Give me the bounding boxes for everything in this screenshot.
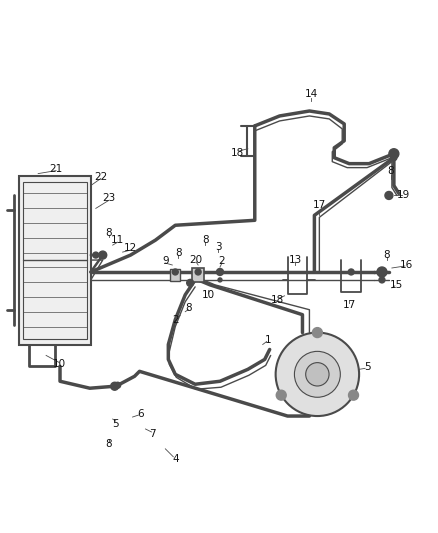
Text: 9: 9: [162, 256, 169, 266]
Text: 18: 18: [271, 295, 284, 305]
Text: 13: 13: [289, 255, 302, 265]
Text: 1: 1: [265, 335, 271, 344]
Bar: [23, 182, 87, 338]
Circle shape: [391, 155, 397, 160]
Text: 8: 8: [384, 250, 390, 260]
Circle shape: [306, 362, 329, 386]
Circle shape: [385, 191, 393, 199]
Text: 5: 5: [364, 362, 371, 373]
Text: 3: 3: [215, 242, 221, 252]
Circle shape: [218, 278, 222, 282]
Circle shape: [389, 149, 399, 159]
Circle shape: [377, 267, 387, 277]
Text: 19: 19: [397, 190, 410, 200]
Circle shape: [294, 351, 340, 397]
Text: 8: 8: [202, 235, 208, 245]
Text: 8: 8: [388, 166, 394, 175]
Bar: [170, 269, 180, 281]
Circle shape: [379, 277, 385, 283]
Text: 22: 22: [94, 172, 107, 182]
Circle shape: [348, 269, 354, 275]
Text: 16: 16: [400, 260, 413, 270]
Text: 8: 8: [175, 248, 182, 258]
Text: 14: 14: [305, 89, 318, 99]
Bar: [19, 175, 91, 344]
Text: 11: 11: [111, 235, 124, 245]
Circle shape: [111, 382, 119, 390]
Text: 20: 20: [190, 255, 203, 265]
Circle shape: [93, 252, 99, 258]
Text: 6: 6: [137, 409, 144, 419]
Text: 10: 10: [53, 359, 66, 369]
Text: 23: 23: [102, 193, 115, 204]
Circle shape: [312, 328, 322, 337]
Text: 2: 2: [172, 314, 179, 325]
Text: 21: 21: [49, 164, 63, 174]
Circle shape: [115, 382, 120, 388]
Text: 10: 10: [201, 290, 215, 300]
Text: 18: 18: [231, 148, 244, 158]
Circle shape: [276, 390, 286, 400]
Text: 17: 17: [313, 200, 326, 211]
Circle shape: [349, 390, 358, 400]
Circle shape: [99, 251, 107, 259]
Text: 5: 5: [113, 419, 119, 429]
Text: 8: 8: [185, 303, 191, 313]
Text: 4: 4: [172, 454, 179, 464]
Circle shape: [216, 269, 223, 276]
Text: 17: 17: [343, 300, 356, 310]
Text: 2: 2: [219, 256, 225, 266]
Circle shape: [195, 269, 201, 275]
Text: 12: 12: [124, 243, 137, 253]
Text: 8: 8: [106, 228, 112, 238]
Text: 7: 7: [149, 429, 156, 439]
Circle shape: [187, 279, 194, 286]
Circle shape: [172, 269, 178, 275]
Text: 8: 8: [106, 439, 112, 449]
Circle shape: [276, 333, 359, 416]
Text: 15: 15: [390, 280, 403, 290]
Bar: [192, 268, 204, 282]
